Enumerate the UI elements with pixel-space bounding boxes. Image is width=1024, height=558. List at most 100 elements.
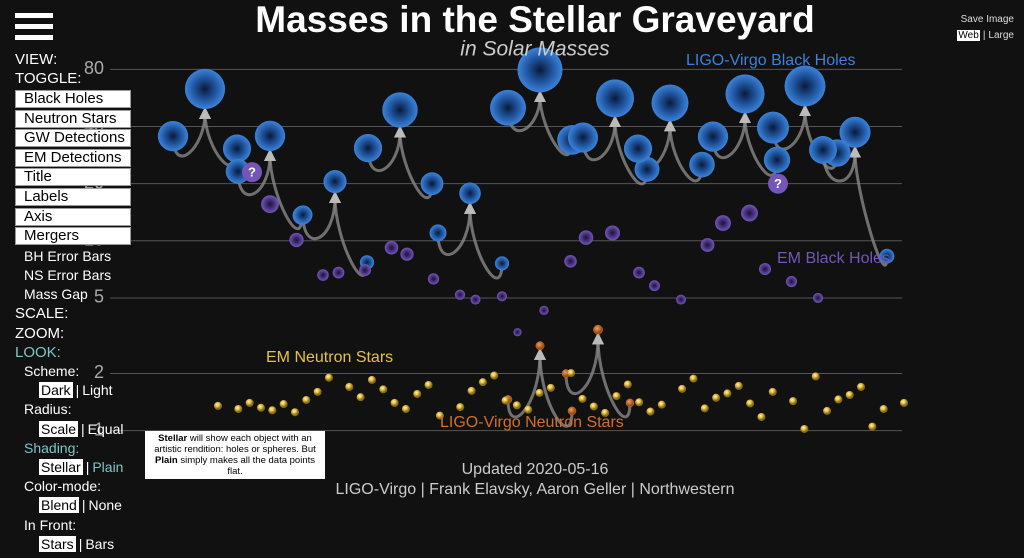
em-neutron-star (823, 406, 832, 415)
em-neutron-star (623, 380, 632, 389)
menu-heading[interactable]: LOOK: (15, 343, 61, 361)
em-black-hole (454, 289, 466, 300)
em-neutron-star (646, 407, 655, 416)
tooltip-text: simply makes all the data points flat. (177, 455, 315, 477)
em-neutron-star (324, 373, 333, 382)
progenitor (222, 134, 252, 163)
option-choices: Stars | Bars (15, 535, 131, 554)
em-neutron-star (356, 393, 365, 402)
choice[interactable]: Web (957, 30, 980, 41)
em-neutron-star (834, 395, 843, 404)
merger-remnant (535, 341, 545, 351)
separator: | (81, 497, 86, 514)
em-neutron-star (214, 401, 222, 410)
toggle-option[interactable]: NS Error Bars (24, 266, 112, 283)
em-neutron-star (811, 372, 820, 381)
merger-arrow (592, 332, 632, 419)
choice[interactable]: Stellar (39, 458, 83, 475)
choice[interactable]: Large (988, 30, 1014, 41)
progenitor (757, 111, 789, 144)
tooltip-text: Plain (155, 455, 178, 466)
toggle-option[interactable]: Mass Gap (24, 286, 88, 303)
merger-remnant (593, 324, 603, 335)
choice[interactable]: Equal (87, 420, 124, 437)
progenitor (567, 122, 599, 153)
choice[interactable]: Bars (85, 535, 115, 552)
em-neutron-star (290, 408, 299, 417)
choice[interactable]: Scale (39, 420, 79, 437)
option-label: In Front: (24, 516, 77, 533)
menu-heading[interactable]: SCALE: (15, 305, 69, 323)
em-neutron-star (879, 404, 888, 413)
unknown-object (768, 173, 788, 194)
progenitor (494, 256, 510, 271)
sidebar: VIEW: TOGGLE: Black Holes Neutron Stars GW D… (15, 50, 131, 558)
em-black-hole (400, 247, 414, 261)
option-choices: Stellar | Plain (15, 458, 131, 477)
merger-remnant (517, 47, 563, 93)
save-title[interactable]: Save Image (960, 14, 1014, 25)
choice[interactable]: Light (82, 382, 113, 399)
toggle-button[interactable]: Title (15, 168, 131, 187)
em-neutron-star (456, 403, 465, 412)
toggle-button[interactable]: Labels (15, 187, 131, 206)
progenitor (490, 89, 526, 126)
em-neutron-star (712, 393, 721, 402)
toggle-button[interactable]: Black Holes (15, 90, 131, 108)
em-black-hole (812, 292, 824, 303)
menu-heading[interactable]: CREDITS: (15, 554, 131, 558)
em-neutron-star (256, 403, 265, 412)
em-black-hole (332, 266, 345, 279)
em-neutron-star (723, 389, 732, 398)
progenitor (567, 406, 577, 416)
em-neutron-star (302, 395, 311, 404)
choice[interactable]: Plain (92, 458, 124, 475)
toggle-button[interactable]: EM Detections (15, 148, 131, 167)
progenitor (625, 398, 635, 408)
option-choices: Dark | Light (15, 381, 131, 400)
em-neutron-star (601, 408, 610, 417)
merger-remnant (784, 65, 826, 107)
save-panel: Save Image Web | Large (957, 12, 1014, 44)
choice[interactable]: Stars (39, 535, 76, 552)
progenitor (809, 136, 837, 164)
separator: | (81, 420, 85, 437)
em-neutron-star (467, 386, 476, 395)
separator: | (78, 535, 83, 552)
choice[interactable]: None (88, 497, 122, 514)
em-neutron-star (678, 384, 687, 393)
em-black-hole (715, 215, 731, 231)
tooltip-text: Stellar (158, 433, 188, 444)
toggle-button[interactable]: Axis (15, 207, 131, 226)
merger-remnant (651, 84, 689, 122)
unknown-label: ? (774, 176, 782, 191)
em-black-hole (513, 328, 522, 337)
progenitor (623, 134, 653, 163)
option-choices: Scale | Equal (15, 420, 131, 439)
merger-remnant (595, 79, 635, 118)
menu-heading: TOGGLE: (15, 70, 82, 88)
title: Masses in the Stellar Graveyard (255, 0, 814, 40)
merger-arrow (436, 201, 476, 256)
group-label: LIGO-Virgo Black Holes (686, 52, 856, 69)
toggle-button[interactable]: GW Detections (15, 129, 131, 148)
em-neutron-star (401, 404, 410, 413)
progenitor (429, 224, 447, 242)
em-neutron-star (490, 371, 499, 380)
menu-icon[interactable] (15, 13, 53, 46)
em-black-hole (289, 232, 304, 248)
em-black-hole (564, 254, 577, 268)
progenitor (420, 172, 444, 196)
em-neutron-star (789, 397, 798, 406)
em-black-hole (261, 195, 279, 214)
em-neutron-star (234, 404, 243, 413)
toggle-button[interactable]: Mergers (15, 227, 131, 246)
toggle-button[interactable]: Neutron Stars (15, 109, 131, 128)
em-neutron-star (345, 382, 354, 391)
choice[interactable]: Blend (39, 497, 79, 514)
em-black-hole (741, 204, 758, 222)
choice[interactable]: Dark (39, 382, 73, 399)
menu-heading[interactable]: ZOOM: (15, 324, 65, 342)
toggle-option[interactable]: BH Error Bars (24, 247, 112, 264)
